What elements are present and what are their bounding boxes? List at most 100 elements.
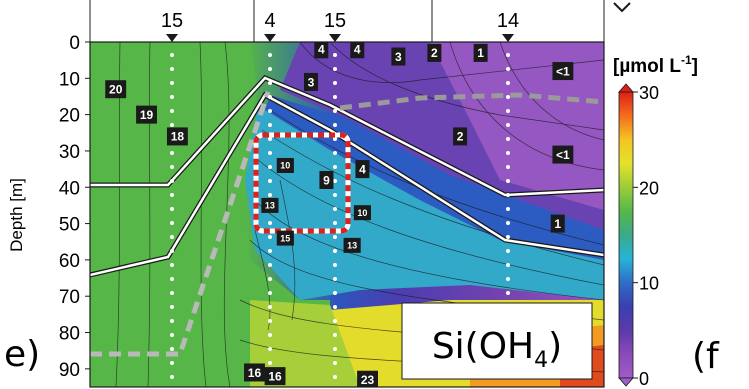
contour-line [449,42,604,171]
colorbar-top-arrow [618,83,634,93]
station-marker [264,34,276,42]
field-green-region [90,42,330,387]
value-annotation: 10 [353,205,371,221]
value-annotation-text: 16 [248,366,262,380]
sample-dot [506,123,510,127]
sample-dot [170,277,174,281]
sample-dot [170,53,174,57]
station-label: 15 [161,10,183,32]
value-annotation: 19 [136,105,157,124]
sample-dot [506,193,510,197]
colorbar-bottom-arrow [618,377,634,387]
sample-dot [170,333,174,337]
sample-dot [268,333,272,337]
y-tick-label: 80 [59,324,80,345]
value-annotation-text: 13 [265,201,275,211]
sample-dot [170,193,174,197]
sample-dot [268,249,272,253]
sample-dot [506,179,510,183]
value-annotation-text: 3 [395,50,402,64]
colorbar: [µmol L-1] 30 20 10 0 [613,53,698,389]
value-annotation: 1 [550,214,565,233]
value-annotation-text: 19 [140,108,154,122]
value-annotation: 10 [276,157,294,173]
sample-dot [506,165,510,169]
sample-dot [333,67,337,71]
sample-dot [333,347,337,351]
sample-dot [333,361,337,365]
sample-dot [170,95,174,99]
station-label: 14 [497,10,519,32]
contour-line [499,42,604,141]
station-markers: 15 4 15 14 [161,10,519,42]
sample-dot [170,291,174,295]
sample-dot [506,137,510,141]
highlight-box-inner [253,132,351,234]
value-annotation: 4 [355,160,370,179]
sample-dot [333,109,337,113]
sample-dot [170,319,174,323]
sample-dot [506,291,510,295]
value-annotation: <1 [552,62,574,81]
sample-dot [170,165,174,169]
contour-line [329,42,604,131]
sample-dot [333,249,337,253]
value-annotation: 20 [105,80,127,99]
y-tick-label: 30 [59,142,80,163]
sample-dot [170,207,174,211]
sample-dot [268,361,272,365]
sample-dot [333,207,337,211]
sample-dot [170,361,174,365]
y-tick-label: 90 [59,360,80,381]
value-annotation-text: 9 [323,173,330,187]
field-purple-region [430,42,604,210]
sample-dot [268,95,272,99]
sample-dot [333,221,337,225]
station-label: 4 [264,10,275,32]
y-tick-label: 0 [69,33,80,54]
sample-dot [333,277,337,281]
y-tick-label: 40 [59,178,80,199]
value-annotation-text: 4 [318,43,325,57]
sample-dot [333,179,337,183]
sample-dot [506,109,510,113]
field-blue-region [265,95,604,260]
contour-line [299,42,604,83]
sample-dot [333,151,337,155]
sample-dot [506,221,510,225]
sample-dot [268,305,272,309]
value-annotation: 9 [319,171,334,189]
panel-letter-f: (f [692,336,720,377]
sample-dot [333,123,337,127]
value-annotation: 16 [244,363,265,382]
value-annotation-text: 15 [280,233,290,243]
value-annotation-text: 1 [554,217,561,231]
y-tick-label: 10 [59,69,80,90]
sample-dot [333,235,337,239]
sample-dot [268,221,272,225]
sample-dot [170,235,174,239]
sample-dot [506,81,510,85]
value-annotation-text: 23 [361,373,375,387]
sample-dot [268,179,272,183]
value-annotation-text: 18 [171,130,185,144]
sample-dot [170,123,174,127]
sample-dot [268,151,272,155]
sample-dot [170,305,174,309]
sample-dot [268,347,272,351]
sample-dot [506,207,510,211]
sample-dot [268,67,272,71]
sample-dot [333,137,337,141]
sample-dot [268,123,272,127]
sample-dot [170,221,174,225]
value-annotation-text: 2 [457,130,464,144]
y-axis: 0 10 20 30 40 50 60 70 80 90 [59,33,90,381]
value-annotation: 4 [314,42,329,59]
value-annotation-text: 4 [359,162,366,176]
sample-dot [333,333,337,337]
value-annotation-text: 20 [109,83,123,97]
sample-dot [333,375,337,379]
sample-dot [268,193,272,197]
sample-dot [333,305,337,309]
